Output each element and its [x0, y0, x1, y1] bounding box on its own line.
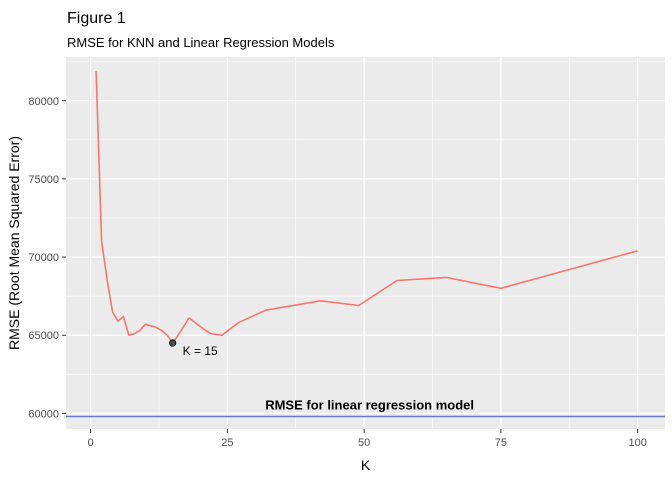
x-tick-label: 50	[358, 437, 370, 449]
y-tick-label: 60000	[28, 408, 59, 420]
minor-gridlines	[66, 57, 665, 429]
y-tick-label: 75000	[28, 174, 59, 186]
x-axis-title: K	[361, 457, 371, 473]
y-tick-label: 80000	[28, 96, 59, 108]
series-line	[95, 71, 638, 344]
chart-title: Figure 1	[67, 10, 126, 27]
linear-regression-label: RMSE for linear regression model	[265, 397, 474, 412]
y-tick-label: 65000	[28, 330, 59, 342]
y-axis-ticks: 60000 65000 70000 75000 80000	[28, 96, 66, 420]
major-gridlines	[66, 57, 665, 429]
plot-panel	[66, 57, 665, 429]
k15-highlight: K = 15	[169, 339, 218, 358]
highlight-point	[169, 339, 177, 347]
knn-rmse-series	[95, 71, 638, 344]
y-tick-label: 70000	[28, 252, 59, 264]
x-tick-label: 25	[221, 437, 233, 449]
x-axis-ticks: 0 25 50 75 100	[88, 429, 647, 449]
linear-regression-reference: RMSE for linear regression model	[66, 397, 665, 418]
highlight-label: K = 15	[183, 344, 218, 358]
x-tick-label: 100	[628, 437, 646, 449]
x-tick-label: 75	[495, 437, 507, 449]
chart-subtitle: RMSE for KNN and Linear Regression Model…	[67, 35, 335, 50]
y-axis-title: RMSE (Root Mean Squared Error)	[6, 136, 22, 350]
x-tick-label: 0	[88, 437, 94, 449]
